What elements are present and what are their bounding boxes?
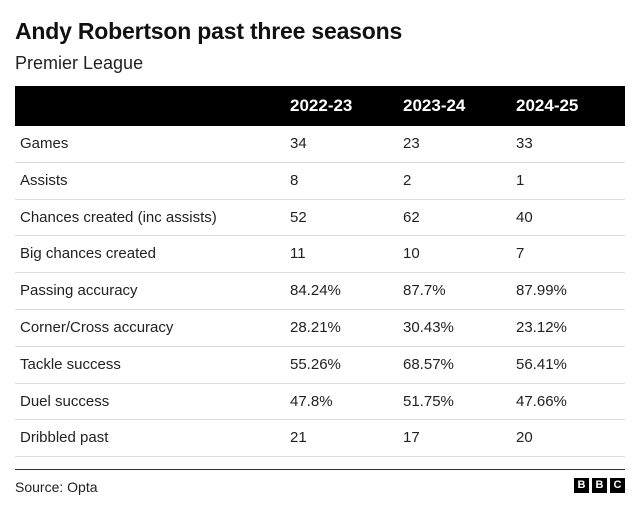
table-body: Games 34 23 33 Assists 8 2 1 Chances created (in… — [15, 126, 625, 458]
chart-subtitle: Premier League — [15, 53, 144, 73]
table-cell: 52 — [290, 208, 307, 226]
table-header: 2022-23 2023-24 2024-25 — [15, 86, 625, 126]
row-label: Games — [20, 135, 69, 152]
column-header-2024-25: 2024-25 — [516, 96, 579, 115]
table-cell: 47.8% — [290, 392, 333, 410]
table-cell: 2 — [403, 171, 412, 189]
table-cell: 20 — [516, 429, 533, 447]
row-label: Passing accuracy — [20, 282, 138, 300]
table-cell: 51.75% — [403, 392, 454, 410]
table-row: Dribbled past 21 17 20 — [15, 420, 625, 458]
table-cell: 21 — [290, 429, 307, 447]
table-cell: 47.66% — [516, 392, 567, 410]
table-cell: 33 — [516, 135, 533, 152]
column-header-2023-24: 2023-24 — [403, 96, 466, 115]
row-label: Corner/Cross accuracy — [20, 318, 174, 336]
table-row: Tackle success 55.26% 68.57% 56.41% — [15, 347, 625, 384]
table-cell: 68.57% — [403, 355, 454, 373]
table-cell: 11 — [290, 245, 306, 263]
table-cell: 8 — [290, 171, 299, 189]
table-row: Big chances created 11 10 7 — [15, 236, 625, 274]
table-cell: 30.43% — [403, 318, 454, 336]
table-cell: 62 — [403, 208, 420, 226]
chart-title: Andy Robertson past three seasons — [15, 18, 403, 44]
row-label: Tackle success — [20, 355, 121, 373]
row-label: Duel success — [20, 392, 110, 410]
table-cell: 34 — [290, 135, 307, 152]
row-label: Assists — [20, 171, 68, 189]
table-cell: 17 — [403, 429, 420, 447]
table-row: Corner/Cross accuracy 28.21% 30.43% 23.12% — [15, 310, 625, 347]
table-cell: 28.21% — [290, 318, 341, 336]
table-row: Games 34 23 33 — [15, 126, 625, 163]
table-cell: 23.12% — [516, 318, 567, 336]
source-note: Source: Opta — [15, 479, 98, 495]
table-cell: 87.99% — [516, 282, 567, 300]
table-row: Chances created (inc assists) 52 62 40 — [15, 200, 625, 237]
bbc-logo-block: B — [592, 478, 607, 493]
table-cell: 40 — [516, 208, 533, 226]
bbc-logo-block: B — [574, 478, 589, 493]
table-cell: 1 — [516, 171, 525, 189]
column-header-2022-23: 2022-23 — [290, 96, 353, 115]
table-row: Duel success 47.8% 51.75% 47.66% — [15, 384, 625, 421]
table-row: Passing accuracy 84.24% 87.7% 87.99% — [15, 273, 625, 310]
row-label: Dribbled past — [20, 429, 109, 447]
bbc-logo-block: C — [610, 478, 625, 493]
table-row: Assists 8 2 1 — [15, 163, 625, 200]
table-cell: 56.41% — [516, 355, 567, 373]
row-label: Big chances created — [20, 245, 156, 263]
row-label: Chances created (inc assists) — [20, 208, 217, 226]
table-cell: 7 — [516, 245, 525, 263]
table-cell: 87.7% — [403, 282, 446, 300]
bbc-logo: B B C — [574, 478, 625, 493]
footer-divider — [15, 469, 625, 470]
table-cell: 10 — [403, 245, 420, 263]
table-cell: 55.26% — [290, 355, 341, 373]
stats-table: 2022-23 2023-24 2024-25 Games 34 23 33 Assis… — [15, 86, 625, 458]
table-cell: 84.24% — [290, 282, 341, 300]
table-cell: 23 — [403, 135, 420, 152]
